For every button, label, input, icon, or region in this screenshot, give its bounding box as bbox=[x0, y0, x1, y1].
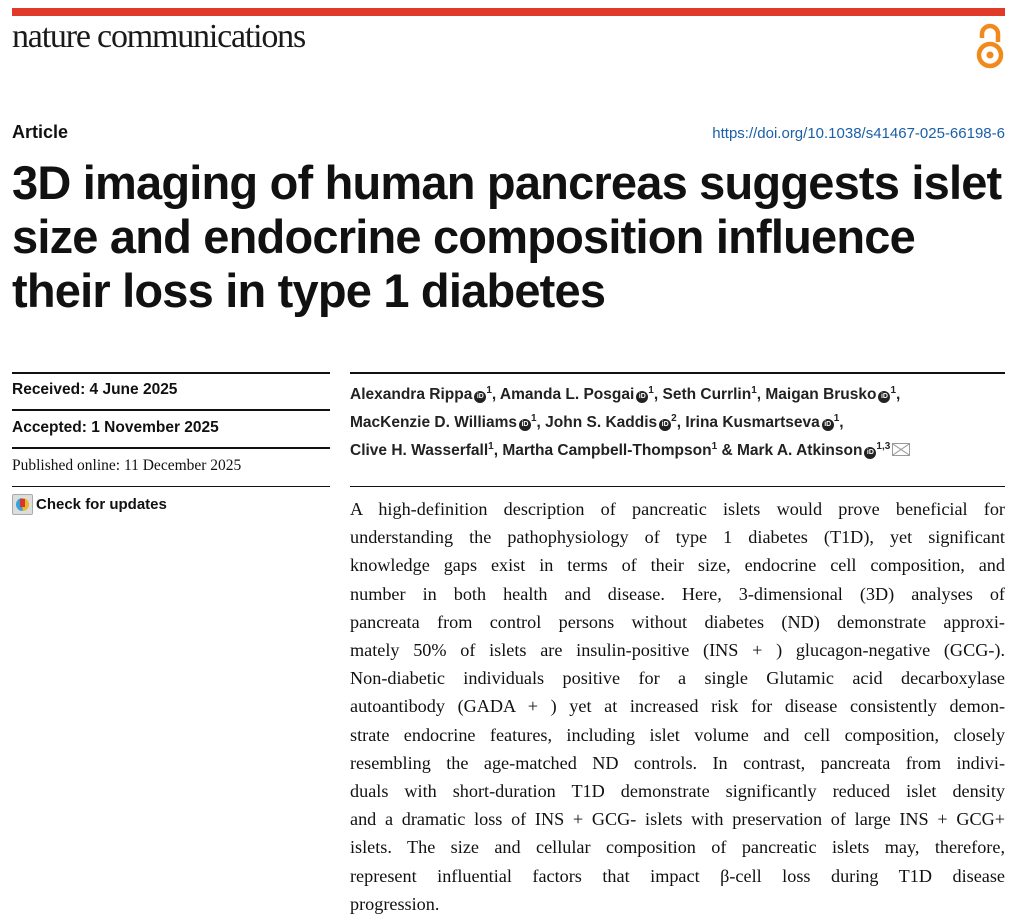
abstract-line: resembling the age-matched ND controls. … bbox=[350, 752, 1005, 773]
abstract-line: strate endocrine features, including isl… bbox=[350, 724, 1005, 745]
author-name[interactable]: Maigan Brusko bbox=[765, 386, 877, 404]
abstract-line: and a dramatic loss of INS + GCG- islets… bbox=[350, 809, 1005, 830]
journal-color-bar bbox=[12, 8, 1005, 16]
author-list: Alexandra Rippa iD1, Amanda L. Posgai iD1,… bbox=[350, 379, 1010, 463]
affiliation-superscript: 1 bbox=[751, 385, 757, 396]
orcid-icon[interactable]: iD bbox=[518, 419, 531, 432]
affiliation-superscript: 1 bbox=[488, 441, 494, 453]
abstract-line: progression. bbox=[350, 893, 440, 914]
accepted-date: Accepted: 1 November 2025 bbox=[12, 419, 219, 436]
title-line: their loss in type 1 diabetes bbox=[12, 264, 606, 317]
divider bbox=[12, 447, 330, 449]
orcid-icon[interactable]: iD bbox=[864, 447, 877, 460]
author-name[interactable]: Clive H. Wasserfall bbox=[350, 442, 489, 460]
orcid-icon[interactable]: iD bbox=[474, 391, 487, 404]
abstract-line: duals with short-duration T1D demonstrat… bbox=[350, 781, 1005, 802]
title-line: size and endocrine composition influence bbox=[12, 210, 916, 263]
author-name[interactable]: Mark A. Atkinson bbox=[736, 442, 863, 460]
affiliation-superscript: 1 bbox=[711, 441, 718, 453]
abstract-line: autoantibody (GADA + ) yet at increased … bbox=[350, 696, 1005, 717]
abstract-line: represent influential factors that impac… bbox=[350, 865, 1005, 886]
orcid-icon[interactable]: iD bbox=[878, 391, 891, 404]
title-line: 3D imaging of human pancreas suggests is… bbox=[12, 156, 1002, 209]
affiliation-superscript: 1 bbox=[833, 413, 840, 425]
abstract-line: islets. The size and cellular compositio… bbox=[350, 837, 1005, 858]
open-access-icon bbox=[976, 23, 1004, 69]
orcid-icon[interactable]: iD bbox=[659, 419, 672, 432]
affiliation-superscript: 1 bbox=[648, 385, 654, 396]
abstract: A high-definition description of pancrea… bbox=[350, 495, 1005, 918]
orcid-icon[interactable]: iD bbox=[636, 391, 649, 404]
author-name[interactable]: Seth Currlin bbox=[662, 386, 752, 404]
article-type: Article bbox=[12, 122, 69, 142]
abstract-line: understanding the pathophysiology of typ… bbox=[350, 527, 1005, 548]
journal-logo: nature communications bbox=[12, 18, 306, 55]
check-for-updates-button[interactable]: Check for updates bbox=[12, 494, 167, 515]
doi-link[interactable]: https://doi.org/10.1038/s41467-025-66198… bbox=[712, 125, 1005, 142]
author-name[interactable]: Martha Campbell-Thompson bbox=[502, 442, 712, 460]
divider bbox=[12, 409, 330, 411]
affiliation-superscript: 1 bbox=[530, 413, 537, 425]
abstract-line: A high-definition description of pancrea… bbox=[350, 499, 1005, 519]
abstract-line: knowledge gaps exist in terms of their s… bbox=[350, 555, 1005, 576]
email-icon[interactable] bbox=[892, 443, 911, 457]
author-name[interactable]: Irina Kusmartseva bbox=[685, 414, 820, 432]
article-title: 3D imaging of human pancreas suggests is… bbox=[12, 156, 1012, 318]
affiliation-superscript: 1,3 bbox=[876, 441, 891, 453]
affiliation-superscript: 1 bbox=[890, 385, 897, 396]
divider bbox=[350, 372, 1005, 374]
published-date: Published online: 11 December 2025 bbox=[12, 457, 242, 474]
check-updates-icon bbox=[12, 494, 33, 515]
author-name[interactable]: John S. Kaddis bbox=[545, 414, 658, 432]
abstract-line: number in both health and disease. Here,… bbox=[350, 583, 1005, 604]
divider bbox=[12, 372, 330, 374]
author-name[interactable]: Amanda L. Posgai bbox=[499, 386, 635, 404]
abstract-line: pancreata from control persons without d… bbox=[350, 611, 1005, 632]
abstract-line: Non-diabetic individuals positive for a … bbox=[350, 668, 1005, 689]
author-name[interactable]: MacKenzie D. Williams bbox=[350, 414, 517, 432]
affiliation-superscript: 2 bbox=[671, 413, 677, 425]
divider bbox=[12, 486, 330, 487]
author-name[interactable]: Alexandra Rippa bbox=[350, 386, 473, 404]
received-date: Received: 4 June 2025 bbox=[12, 381, 178, 398]
check-updates-label: Check for updates bbox=[36, 496, 167, 513]
abstract-line: mately 50% of islets are insulin-positiv… bbox=[350, 640, 1005, 661]
orcid-icon[interactable]: iD bbox=[821, 419, 834, 432]
affiliation-superscript: 1 bbox=[486, 385, 492, 396]
divider bbox=[350, 486, 1005, 487]
